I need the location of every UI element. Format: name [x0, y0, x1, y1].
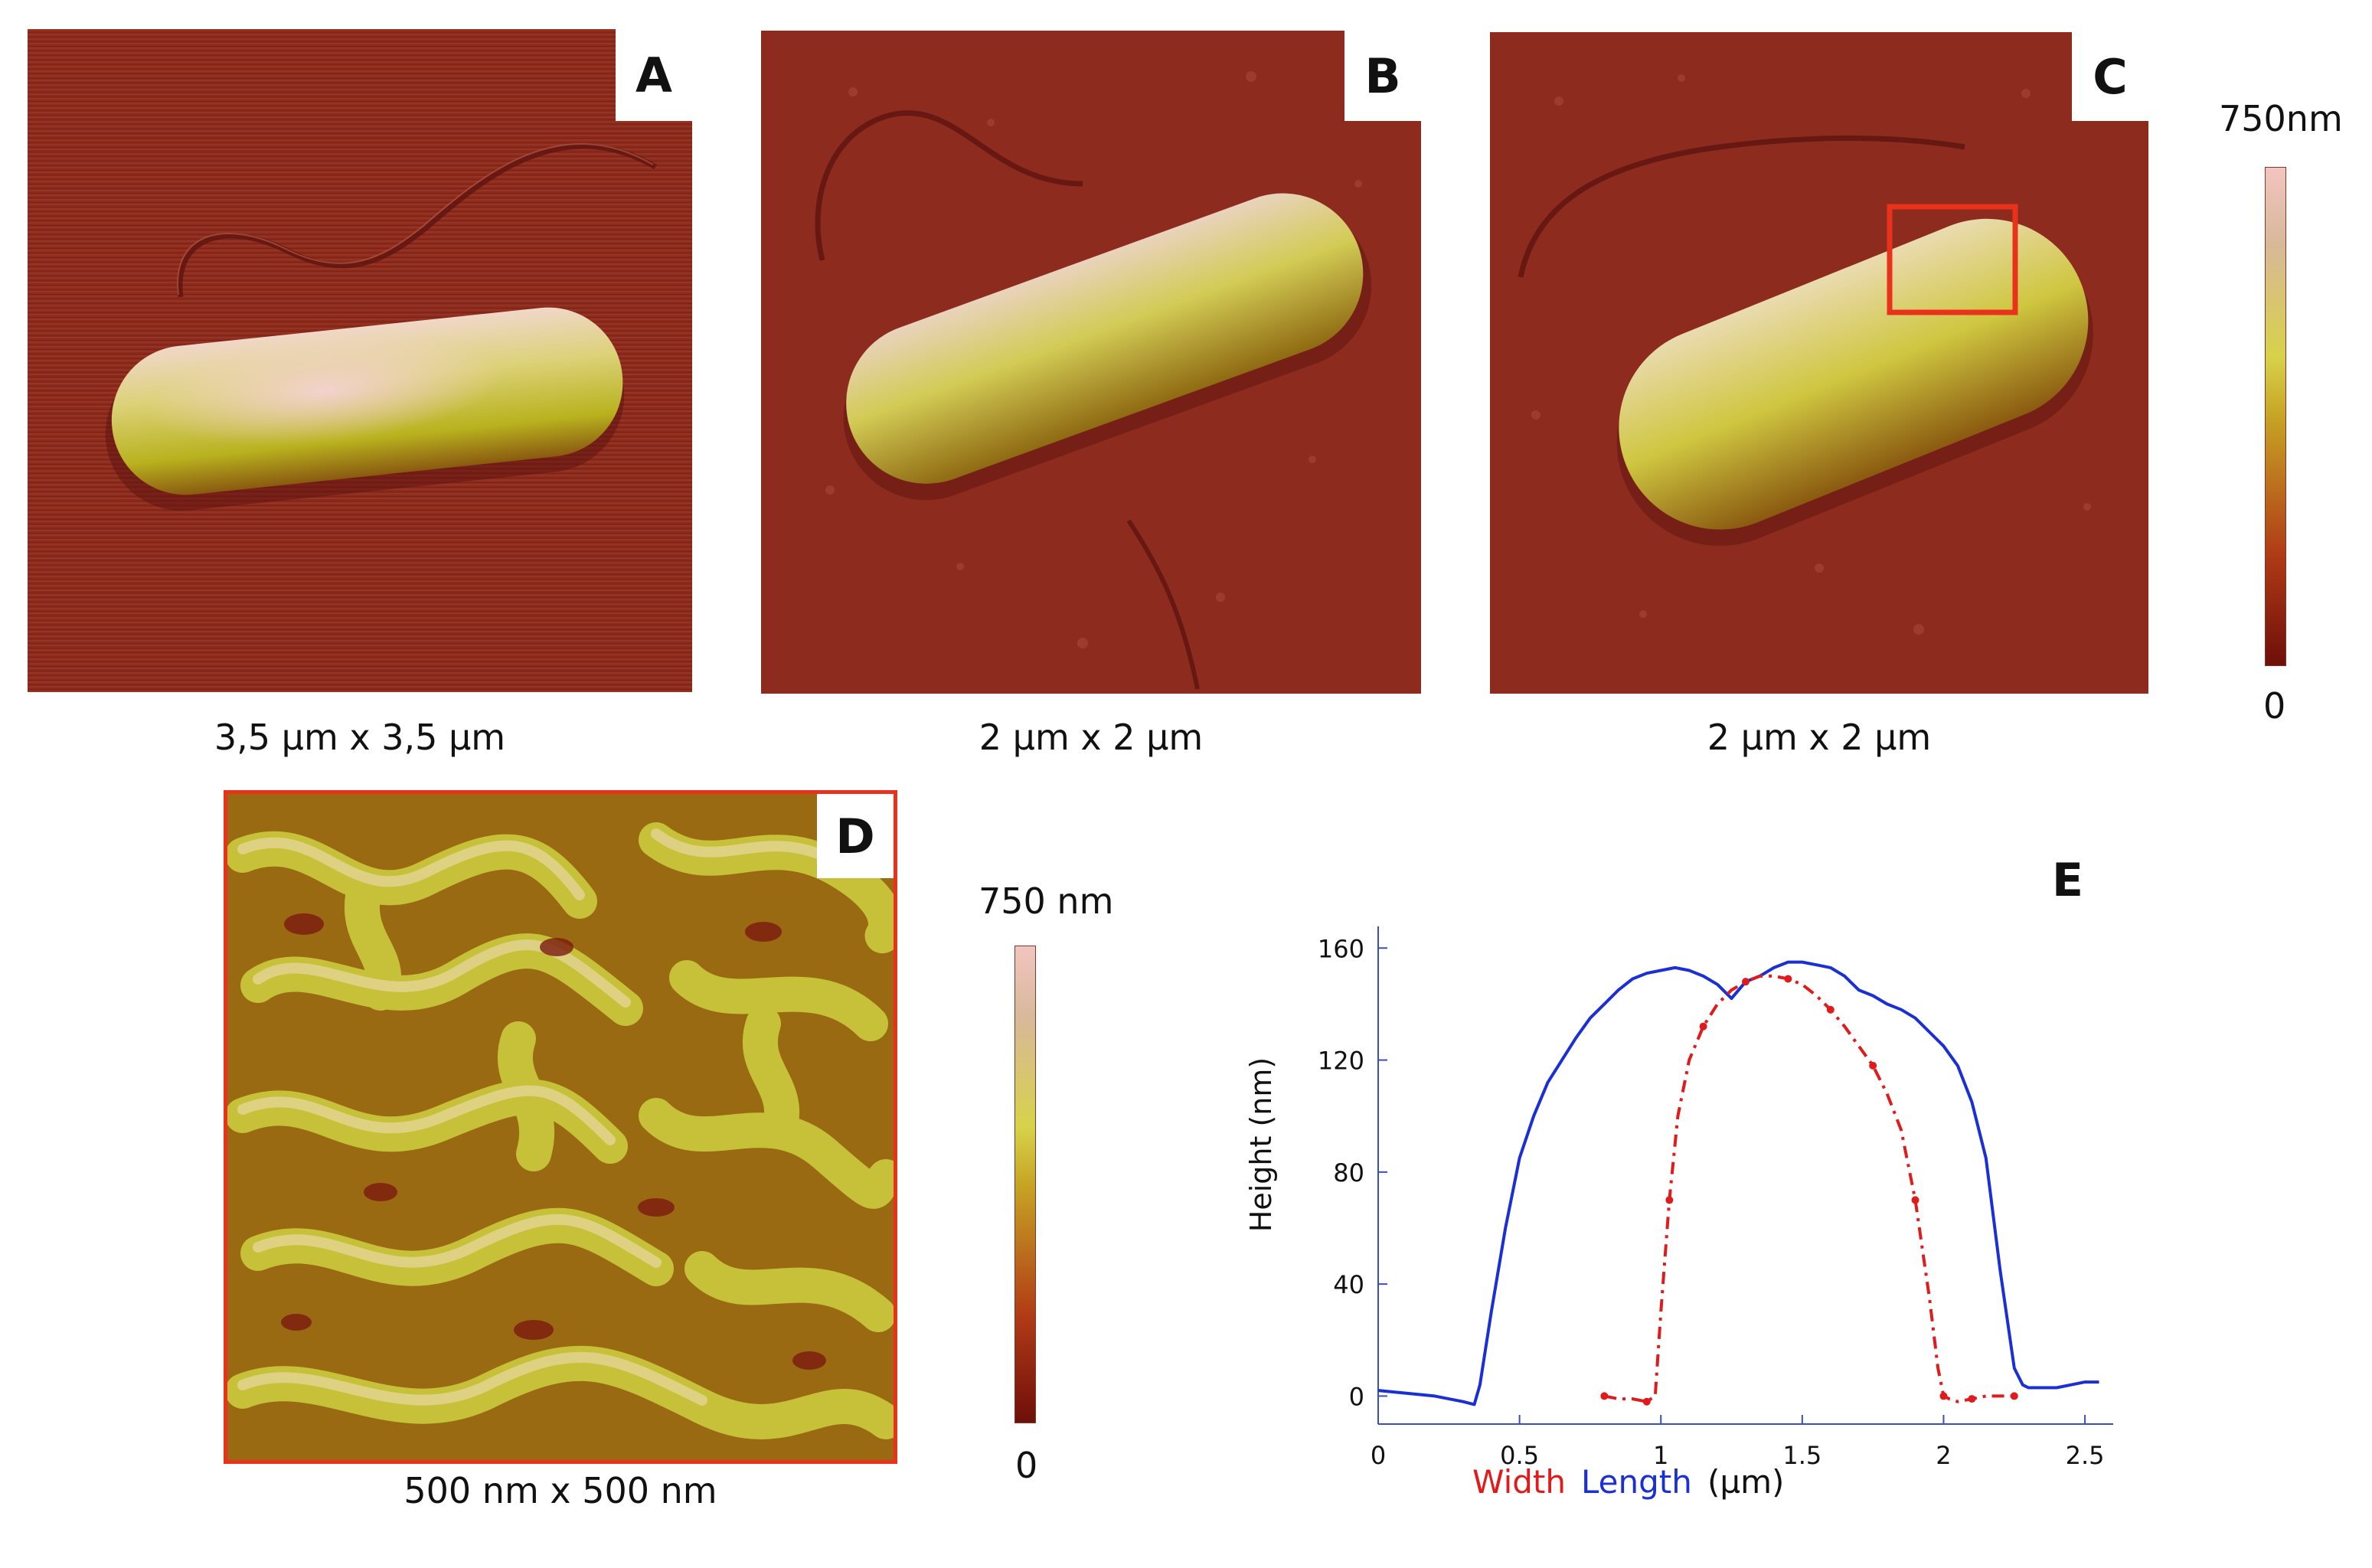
afm-image-c [1490, 32, 2148, 694]
highlight-box [1887, 204, 2018, 315]
series-width-line [1604, 974, 2014, 1403]
series-width-point [1600, 1392, 1609, 1400]
afm-panel-d: D [224, 790, 897, 1464]
y-tick-label: 160 [1318, 934, 1364, 963]
afm-image-a [28, 29, 692, 692]
afm-image-b [761, 31, 1421, 694]
x-tick-label: 2.5 [2066, 1441, 2105, 1470]
series-width-point [1742, 978, 1750, 986]
panel-letter-c: C [2072, 32, 2148, 121]
colorbar-bottom [1014, 946, 1036, 1423]
series-length-line [1377, 960, 2099, 1406]
series-width-point [1784, 975, 1792, 983]
caption-d: 500 nm x 500 nm [404, 1470, 717, 1511]
x-tick-label: 1.5 [1782, 1441, 1821, 1470]
afm-image-d [227, 794, 894, 1460]
x-tick-label: 0.5 [1500, 1441, 1539, 1470]
y-tick-label: 40 [1333, 1270, 1364, 1299]
series-width-point [2010, 1392, 2018, 1400]
panel-letter-a: A [616, 29, 692, 121]
caption-b: 2 µm x 2 µm [979, 717, 1204, 758]
series-width-point [1968, 1395, 1976, 1403]
chart-series [1377, 960, 2099, 1406]
x-tick-label: 2 [1936, 1441, 1951, 1470]
chart-axes: 0 40 80 120 160 0 0.5 1 1.5 2 2.5 [1318, 926, 2113, 1470]
panel-letter-b: B [1344, 31, 1421, 121]
afm-panel-c: C [1490, 32, 2148, 694]
series-width-point [1642, 1397, 1651, 1406]
series-width-point [1826, 1005, 1835, 1014]
colorbar-bottom-min: 0 [1015, 1445, 1038, 1486]
height-profile-chart: E 0 40 80 120 160 0 0.5 1 1.5 2 2.5 Height (nm) Wi… [1244, 854, 2113, 1501]
x-axis-label: (µm) [1707, 1463, 1784, 1501]
caption-c: 2 µm x 2 µm [1707, 717, 1932, 758]
series-width-point [1665, 1196, 1674, 1204]
series-width-point [1699, 1022, 1707, 1031]
legend-length: Length [1581, 1463, 1692, 1501]
series-width-point [1911, 1196, 1919, 1204]
colorbar-top-max: 750nm [2219, 98, 2343, 139]
y-tick-label: 0 [1349, 1382, 1364, 1411]
series-width-point [1939, 1392, 1948, 1400]
x-tick-label: 0 [1371, 1441, 1386, 1470]
x-tick-label: 1 [1653, 1441, 1668, 1470]
colorbar-bottom-max: 750 nm [979, 880, 1114, 922]
caption-a: 3,5 µm x 3,5 µm [214, 717, 506, 758]
colorbar-top [2265, 167, 2286, 666]
afm-panel-b: B [761, 31, 1421, 694]
y-tick-label: 120 [1318, 1047, 1364, 1076]
colorbar-top-min: 0 [2263, 685, 2286, 727]
y-axis-label: Height (nm) [1244, 1057, 1278, 1232]
legend-width: Width [1472, 1463, 1566, 1501]
afm-panel-a: A [28, 29, 692, 692]
panel-letter-e: E [2052, 854, 2083, 907]
panel-letter-d: D [817, 794, 894, 878]
series-width-point [1869, 1061, 1877, 1070]
y-tick-label: 80 [1333, 1158, 1364, 1187]
